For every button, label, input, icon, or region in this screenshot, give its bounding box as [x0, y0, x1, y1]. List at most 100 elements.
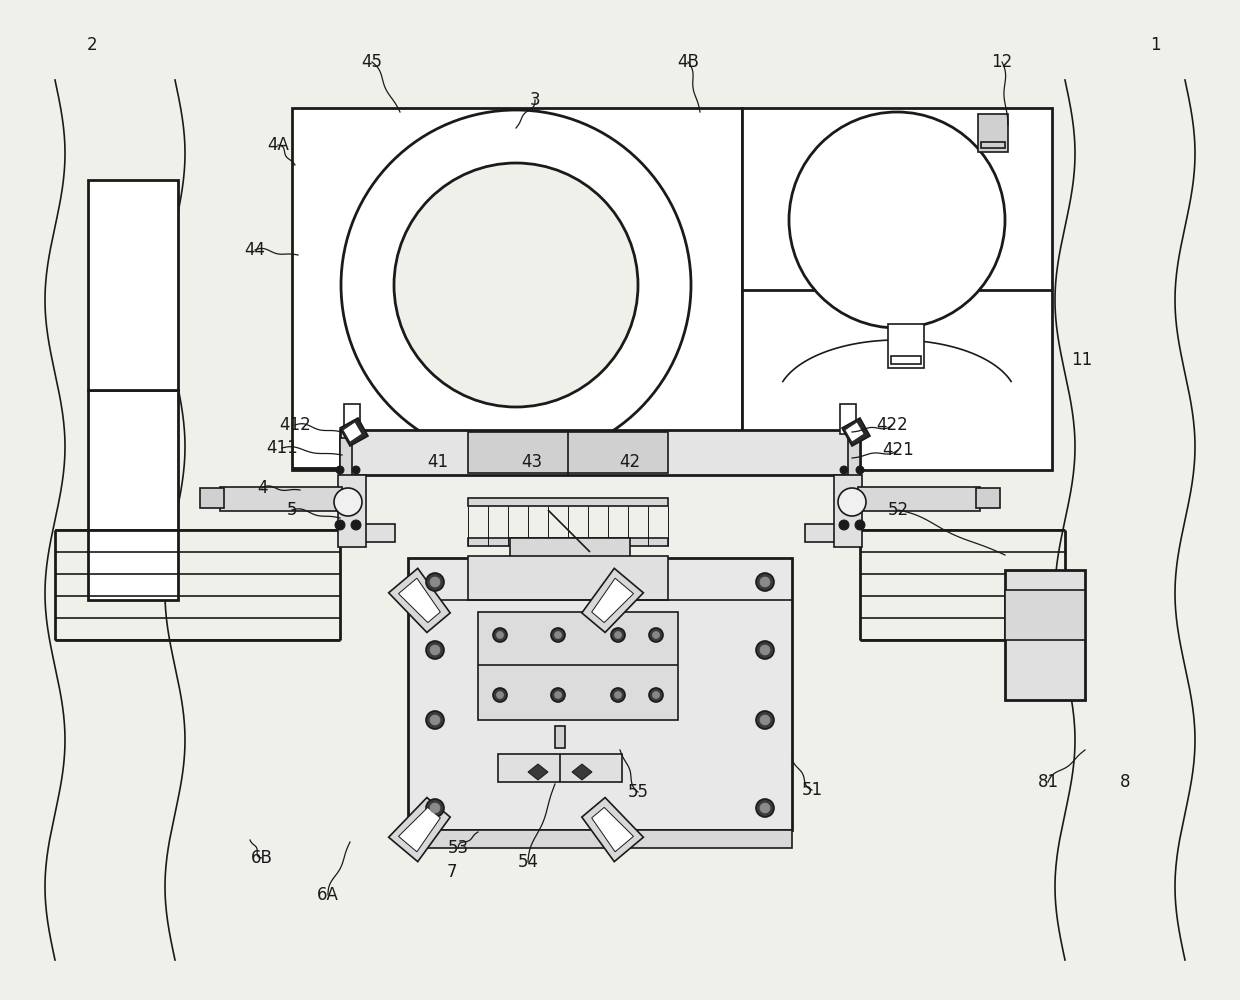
Circle shape [427, 711, 444, 729]
Text: 422: 422 [877, 416, 908, 434]
Polygon shape [398, 578, 440, 623]
Text: 1: 1 [1149, 36, 1161, 54]
Circle shape [756, 573, 774, 591]
Bar [510, 538, 630, 560]
Text: 52: 52 [888, 501, 909, 519]
Text: 3: 3 [529, 91, 541, 109]
Circle shape [427, 799, 444, 817]
Polygon shape [340, 418, 368, 446]
Bar [340, 438, 352, 490]
Polygon shape [388, 798, 450, 862]
Polygon shape [528, 764, 548, 780]
Text: 44: 44 [244, 241, 265, 259]
Circle shape [839, 520, 849, 530]
Bar [467, 538, 668, 546]
Circle shape [760, 645, 770, 655]
Bar [888, 324, 924, 368]
Circle shape [551, 628, 565, 642]
Circle shape [496, 632, 503, 639]
Text: 41: 41 [428, 453, 449, 471]
Bar [835, 475, 862, 547]
Bar [88, 390, 179, 600]
Text: 43: 43 [522, 453, 543, 471]
Text: 53: 53 [448, 839, 469, 857]
Bar [467, 498, 668, 506]
Circle shape [430, 645, 440, 655]
Circle shape [838, 488, 866, 516]
Text: 6A: 6A [317, 886, 339, 904]
Polygon shape [842, 418, 870, 446]
Polygon shape [582, 798, 644, 862]
Text: 45: 45 [362, 53, 382, 71]
Text: 54: 54 [517, 853, 538, 871]
Polygon shape [343, 422, 362, 442]
Circle shape [351, 520, 361, 530]
Circle shape [756, 711, 774, 729]
Circle shape [615, 692, 621, 698]
Circle shape [652, 632, 660, 639]
Circle shape [494, 688, 507, 702]
Text: 4A: 4A [267, 136, 289, 154]
Circle shape [611, 628, 625, 642]
Circle shape [334, 488, 362, 516]
Bar [477, 612, 678, 720]
Circle shape [760, 577, 770, 587]
Bar [839, 404, 856, 434]
Circle shape [760, 715, 770, 725]
Circle shape [649, 628, 663, 642]
Bar [408, 558, 792, 830]
Circle shape [430, 803, 440, 813]
Polygon shape [582, 568, 644, 632]
Text: 81: 81 [1038, 773, 1059, 791]
Bar [981, 142, 1004, 148]
Circle shape [427, 641, 444, 659]
Bar [1004, 570, 1085, 700]
Circle shape [839, 466, 848, 474]
Bar [200, 488, 224, 508]
Bar [858, 487, 980, 511]
Bar [467, 432, 668, 473]
Text: 42: 42 [620, 453, 641, 471]
Circle shape [336, 466, 343, 474]
Text: 7: 7 [446, 863, 458, 881]
Bar [892, 356, 921, 364]
Circle shape [430, 577, 440, 587]
Bar [498, 754, 622, 782]
Circle shape [615, 632, 621, 639]
Bar [340, 524, 396, 542]
Polygon shape [388, 568, 450, 632]
Bar [976, 488, 999, 508]
Polygon shape [398, 807, 440, 852]
Bar [1004, 590, 1085, 640]
Text: 55: 55 [627, 783, 649, 801]
Polygon shape [591, 578, 634, 623]
Text: 6B: 6B [250, 849, 273, 867]
Text: 421: 421 [882, 441, 914, 459]
Bar [291, 108, 742, 470]
Text: 12: 12 [991, 53, 1013, 71]
Text: 5: 5 [286, 501, 298, 519]
Circle shape [335, 520, 345, 530]
Text: 4B: 4B [677, 53, 699, 71]
Bar [978, 114, 1008, 152]
Circle shape [551, 688, 565, 702]
Circle shape [341, 110, 691, 460]
Bar [339, 475, 366, 547]
Circle shape [427, 573, 444, 591]
Circle shape [789, 112, 1004, 328]
Bar [219, 487, 342, 511]
Polygon shape [591, 807, 634, 852]
Circle shape [394, 163, 639, 407]
Text: 51: 51 [801, 781, 822, 799]
Text: 412: 412 [279, 416, 311, 434]
Circle shape [352, 466, 360, 474]
Bar [340, 430, 861, 475]
Text: 11: 11 [1071, 351, 1092, 369]
Circle shape [756, 641, 774, 659]
Bar [408, 830, 792, 848]
Circle shape [554, 632, 562, 639]
Text: 4: 4 [257, 479, 268, 497]
Bar [467, 556, 668, 600]
Circle shape [652, 692, 660, 698]
Circle shape [611, 688, 625, 702]
